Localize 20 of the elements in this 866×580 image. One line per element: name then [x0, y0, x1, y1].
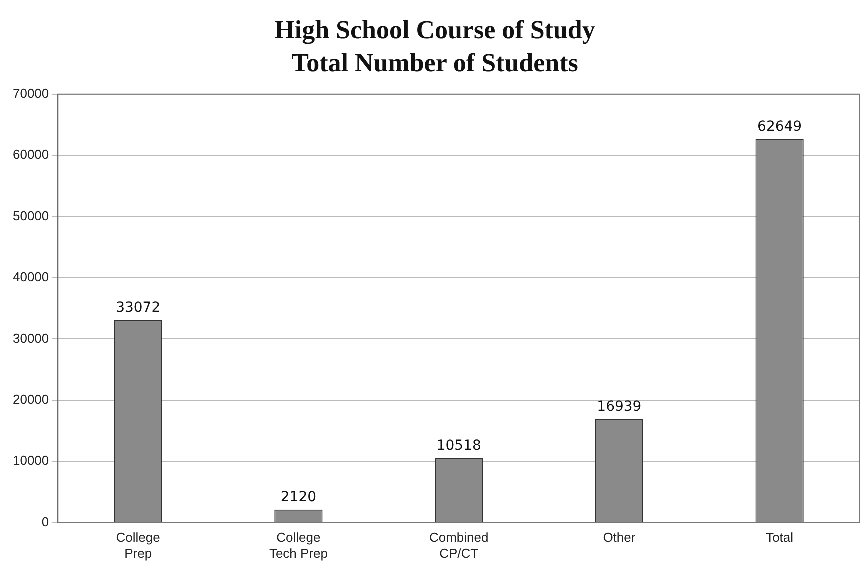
x-tick-label: College Tech Prep — [269, 530, 328, 561]
y-tick-label: 50000 — [12, 208, 50, 224]
y-tick-label: 20000 — [12, 392, 50, 407]
data-label: 16939 — [597, 398, 642, 415]
y-tick-label: 40000 — [12, 270, 50, 285]
x-tick-label: College Prep — [116, 530, 160, 561]
chart-subtitle: Total Number of Students — [292, 48, 578, 78]
data-label: 2120 — [280, 489, 317, 506]
x-tick-label: Combined CP/CT — [429, 530, 489, 561]
y-tick-label: 10000 — [12, 453, 50, 468]
data-label: 33072 — [116, 300, 161, 316]
x-tick-label: Total — [766, 530, 794, 546]
y-tick-label: 70000 — [12, 86, 50, 101]
y-tick-label: 30000 — [12, 330, 50, 346]
data-label: 10518 — [436, 438, 482, 454]
chart-title: High School Course of Study — [274, 15, 596, 44]
y-tick-label: 0 — [42, 514, 50, 530]
y-tick-label: 60000 — [12, 147, 50, 162]
x-tick-label: Other — [603, 530, 636, 546]
data-label: 62649 — [758, 119, 802, 136]
